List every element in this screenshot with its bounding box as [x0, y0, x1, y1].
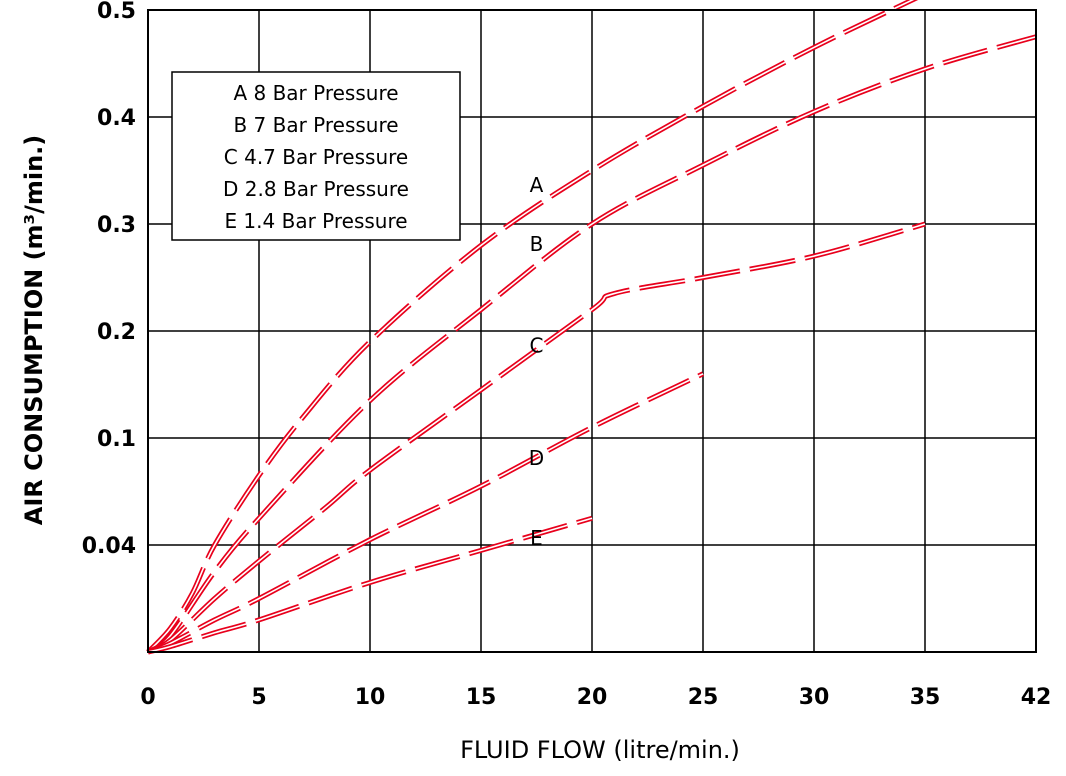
curve-label-a: A [530, 173, 544, 197]
y-tick-label: 0.04 [82, 534, 136, 559]
y-tick-label: 0.1 [97, 427, 136, 452]
x-tick-label: 20 [577, 685, 608, 710]
y-tick-label: 0.3 [97, 213, 136, 238]
x-tick-label: 25 [688, 685, 719, 710]
y-axis-title: AIR CONSUMPTION (m³/min.) [20, 135, 48, 526]
series-a-line [146, 0, 919, 654]
curve-label-e: E [530, 526, 543, 550]
legend-item: D 2.8 Bar Pressure [223, 177, 409, 201]
legend-item: C 4.7 Bar Pressure [224, 145, 408, 169]
legend-box [171, 71, 461, 241]
series-line-inner [147, 0, 915, 653]
series-c-line [146, 221, 926, 655]
series-line-inner [147, 517, 593, 653]
x-tick-label: 10 [355, 685, 386, 710]
x-tick-label: 15 [466, 685, 497, 710]
series-e-line [147, 515, 593, 655]
y-tick-label: 0.2 [97, 320, 136, 345]
curve-label-d: D [529, 446, 544, 470]
legend-item: B 7 Bar Pressure [233, 113, 398, 137]
curve-label-c: C [530, 333, 544, 357]
x-tick-label: 35 [910, 685, 941, 710]
y-tick-label: 0.4 [97, 106, 136, 131]
x-axis-title: FLUID FLOW (litre/min.) [460, 736, 740, 764]
plot-frame [147, 9, 1037, 653]
y-tick-label: 0.5 [97, 0, 136, 24]
series-b-line [146, 34, 1037, 655]
series-line-inner [147, 223, 926, 653]
legend-item: A 8 Bar Pressure [233, 81, 398, 105]
y-tick-labels: 0.04 0.1 0.2 0.3 0.4 0.5 [82, 0, 136, 559]
series-line-inner [147, 35, 1037, 653]
x-tick-label: 30 [799, 685, 830, 710]
curve-label-b: B [530, 232, 544, 256]
series-d-line [147, 371, 705, 655]
series-line-inner [147, 373, 704, 653]
curve-labels: A B C D E [529, 173, 544, 550]
legend: A 8 Bar Pressure B 7 Bar Pressure C 4.7 Ba… [223, 81, 409, 233]
x-tick-label: 5 [251, 685, 266, 710]
x-tick-label: 42 [1021, 685, 1052, 710]
legend-item: E 1.4 Bar Pressure [224, 209, 407, 233]
x-tick-labels: 0 5 10 15 20 25 30 35 42 [140, 685, 1051, 710]
x-tick-label: 0 [140, 685, 155, 710]
curves [146, 0, 1037, 655]
